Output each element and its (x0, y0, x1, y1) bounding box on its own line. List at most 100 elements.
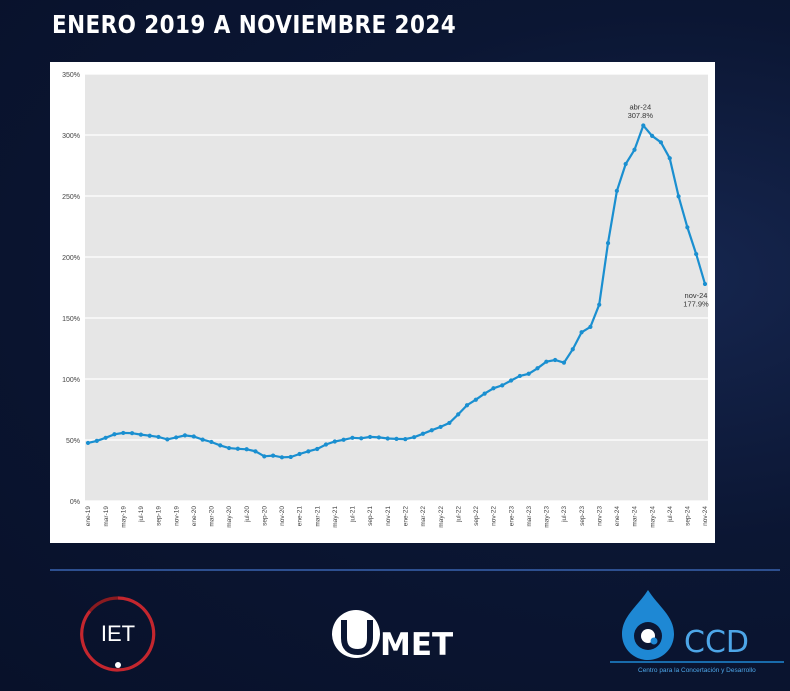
data-point (438, 424, 443, 430)
x-tick-label: mar-23 (526, 506, 533, 527)
x-tick-label: jul-20 (244, 506, 251, 523)
data-point (85, 440, 91, 446)
data-point (588, 324, 593, 330)
y-tick-label: 100% (62, 377, 80, 384)
data-point (685, 225, 690, 230)
data-point (306, 449, 311, 454)
annotation-value: 177.9% (683, 299, 709, 308)
x-tick-label: sep-21 (367, 506, 374, 526)
data-point (174, 435, 179, 440)
x-tick-label: ene-23 (508, 506, 515, 527)
data-point (182, 433, 188, 438)
data-point (297, 451, 302, 457)
footer-divider (50, 569, 780, 571)
data-point (658, 140, 664, 145)
x-tick-label: ene-19 (85, 506, 92, 527)
x-tick-label: sep-23 (579, 506, 586, 526)
data-point (200, 437, 205, 442)
data-point (641, 123, 646, 128)
data-point (535, 366, 540, 371)
x-tick-label: may-23 (544, 506, 551, 528)
y-tick-label: 250% (62, 194, 80, 201)
data-point (482, 391, 487, 396)
data-point (341, 437, 346, 442)
iet-logo: IET (80, 596, 156, 672)
data-point (244, 447, 249, 452)
data-point (165, 437, 170, 442)
data-point (491, 386, 496, 391)
data-point (323, 442, 329, 447)
data-point (553, 357, 558, 363)
x-tick-label: may-24 (649, 506, 656, 528)
data-point (614, 188, 619, 193)
data-point (561, 360, 567, 365)
data-point (570, 347, 575, 352)
y-tick-label: 0% (70, 499, 80, 506)
x-tick-label: nov-19 (173, 506, 180, 526)
x-tick-label: nov-22 (491, 506, 498, 526)
data-point (447, 420, 452, 426)
x-tick-label: nov-20 (279, 506, 286, 526)
x-tick-label: jul-24 (667, 506, 674, 523)
x-tick-label: ene-20 (191, 506, 198, 527)
x-tick-label: ene-21 (297, 506, 304, 527)
data-point (350, 435, 355, 440)
ccd-logo: CCD Centro para la Concertación y Desarr… (610, 590, 784, 674)
plot-area (85, 74, 708, 501)
umet-logo: MET (332, 610, 453, 663)
data-point (376, 435, 381, 440)
data-point (288, 454, 293, 460)
data-point (129, 431, 135, 436)
x-tick-label: mar-19 (103, 506, 110, 527)
data-point (500, 383, 505, 388)
data-point (508, 378, 514, 383)
x-tick-label: may-20 (226, 506, 233, 528)
chart-card: 0% 50% 100% 150% 200% 250% 300% 350% ene-19 mar-… (50, 62, 715, 543)
data-point (385, 436, 390, 441)
data-point (156, 434, 161, 440)
y-tick-label: 300% (62, 133, 80, 140)
data-point (702, 281, 708, 287)
data-point (279, 455, 285, 460)
data-point (650, 133, 655, 138)
y-tick-label: 350% (62, 72, 80, 79)
data-point (218, 443, 223, 448)
data-point (262, 454, 267, 459)
data-point (112, 432, 117, 437)
data-point (597, 302, 602, 307)
annotation-label: nov-24 (685, 291, 708, 300)
x-tick-label: nov-21 (385, 506, 392, 526)
ccd-tagline: Centro para la Concertación y Desarrollo (638, 667, 756, 674)
data-point (464, 403, 470, 408)
data-point (412, 435, 417, 440)
iet-logo-text: IET (101, 621, 135, 646)
x-tick-label: ene-24 (614, 506, 621, 527)
data-point (147, 433, 152, 438)
y-tick-label: 200% (62, 255, 80, 262)
data-point (605, 240, 611, 246)
x-tick-label: mar-22 (420, 506, 427, 527)
x-tick-label: sep-22 (473, 506, 480, 526)
data-point (694, 251, 699, 257)
page-title: ENERO 2019 A NOVIEMBRE 2024 (52, 10, 457, 39)
x-tick-label: jul-22 (455, 506, 462, 523)
x-tick-label: jul-21 (350, 506, 357, 523)
x-tick-label: may-21 (332, 506, 339, 528)
data-point (94, 438, 99, 443)
x-tick-label: sep-24 (685, 506, 692, 526)
x-tick-label: nov-24 (702, 506, 709, 526)
data-point (226, 445, 232, 451)
data-point (367, 434, 373, 440)
x-tick-label: may-22 (438, 506, 445, 528)
data-point (315, 446, 320, 452)
data-point (403, 437, 408, 442)
x-tick-label: sep-20 (261, 506, 268, 526)
data-point (103, 435, 108, 440)
y-tick-label: 150% (62, 316, 80, 323)
data-point (235, 446, 240, 451)
data-point (253, 449, 258, 454)
data-point (420, 431, 426, 436)
x-tick-label: ene-22 (403, 506, 410, 527)
data-point (121, 430, 126, 436)
annotation-value: 307.8% (628, 111, 654, 120)
